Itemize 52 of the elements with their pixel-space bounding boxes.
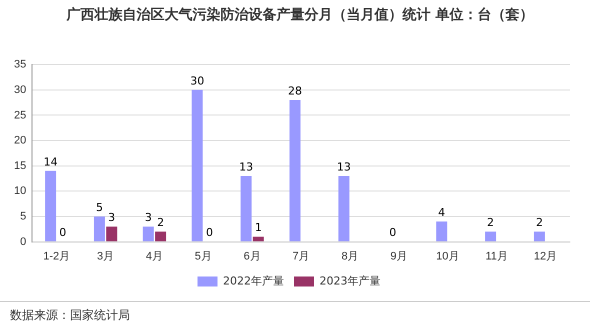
- source-note: 数据来源：国家统计局: [10, 307, 130, 324]
- data-label: 13: [336, 160, 351, 174]
- data-label: 13: [239, 160, 254, 174]
- data-label: 14: [44, 155, 58, 168]
- bar: [485, 232, 496, 242]
- data-label: 3: [144, 210, 152, 224]
- y-tick-label: 10: [14, 185, 26, 198]
- y-tick-label: 0: [20, 236, 26, 248]
- legend-label: 2023年产量: [320, 274, 380, 288]
- bar: [94, 216, 105, 242]
- legend-label: 2022年产量: [223, 274, 284, 288]
- data-label: 5: [96, 200, 103, 214]
- data-label: 0: [59, 226, 66, 240]
- y-tick-label: 35: [14, 58, 26, 71]
- y-tick-label: 15: [14, 160, 26, 172]
- y-tick-label: 20: [14, 134, 26, 147]
- bar: [534, 232, 545, 242]
- x-tick-label: 11月: [485, 250, 508, 262]
- y-tick-label: 30: [14, 84, 26, 96]
- bar: [252, 236, 264, 242]
- data-label: 30: [190, 74, 204, 88]
- bar: [338, 176, 350, 242]
- data-label: 0: [389, 226, 396, 240]
- data-label: 2: [157, 216, 164, 230]
- x-tick-label: 4月: [146, 250, 164, 262]
- x-tick-label: 10月: [436, 250, 460, 262]
- data-label: 28: [288, 84, 302, 98]
- x-tick-label: 1-2月: [43, 250, 70, 262]
- data-label: 0: [206, 226, 213, 240]
- bar: [155, 232, 166, 242]
- bar: [192, 90, 203, 242]
- y-tick-label: 25: [14, 109, 26, 122]
- chart-title: 广西壮族自治区大气污染防治设备产量分月（当月值）统计 单位：台（套）: [65, 6, 534, 25]
- bar: [290, 100, 301, 242]
- data-label: 3: [108, 210, 116, 224]
- data-label: 4: [438, 206, 446, 219]
- x-tick-label: 9月: [390, 250, 408, 262]
- x-tick-label: 7月: [292, 250, 310, 262]
- data-label: 2: [536, 216, 543, 230]
- bar: [142, 226, 154, 242]
- x-tick-label: 6月: [244, 250, 261, 262]
- data-label: 2: [487, 216, 494, 230]
- y-tick-label: 5: [20, 210, 26, 223]
- bar: [106, 226, 118, 242]
- x-tick-label: 3月: [97, 250, 114, 262]
- bar: [436, 222, 448, 242]
- bar: [240, 176, 252, 242]
- bar: [45, 170, 56, 242]
- x-tick-label: 8月: [341, 250, 359, 262]
- data-label: 1: [254, 221, 262, 234]
- x-tick-label: 12月: [534, 250, 558, 262]
- x-tick-label: 5月: [194, 250, 212, 262]
